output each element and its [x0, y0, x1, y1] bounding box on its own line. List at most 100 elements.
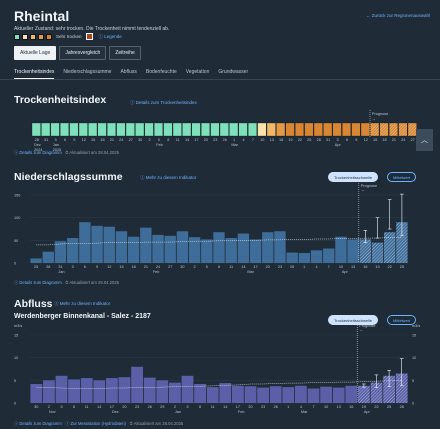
dryness-tick-label: 27	[129, 138, 133, 142]
tab-precipitation[interactable]: Niederschlagssumme	[63, 69, 112, 75]
x-tick-label: 14	[241, 265, 245, 269]
dryness-tick-label: 7	[252, 138, 254, 142]
dryness-info-link[interactable]: ⓘ Details zum Trockenheitsindex	[130, 100, 197, 105]
dryness-tick-label: 24	[119, 138, 123, 142]
dryness-month-label: Feb	[156, 143, 163, 147]
x-month-label: Apr	[364, 410, 371, 414]
dryness-tick-label: 19	[288, 138, 292, 142]
tab-discharge[interactable]: Abfluss	[120, 69, 137, 75]
dryness-cell	[69, 122, 79, 137]
dryness-cell	[248, 122, 257, 137]
tab-groundwater[interactable]: Grundwasser	[218, 69, 249, 75]
x-tick-label: 8	[73, 405, 75, 409]
dryness-cell	[257, 122, 267, 137]
x-tick-label: 17	[236, 405, 240, 409]
threshold-toggle[interactable]: Trockenheitsschwelle	[328, 315, 379, 325]
x-tick-label: 3	[72, 265, 74, 269]
dryness-tick-label: 4	[242, 138, 244, 142]
flow-details-link[interactable]: ⓘ Details zum Diagramm	[14, 421, 62, 426]
chart-bar	[118, 377, 131, 403]
chart-bar	[152, 234, 164, 263]
chart-bar	[213, 232, 225, 263]
y-tick-label-right: 15	[412, 334, 416, 338]
back-to-regions-link[interactable]: ← Zurück zur Regionenauswahl	[365, 13, 430, 18]
x-tick-label: 7	[328, 265, 330, 269]
tab-divider	[0, 79, 440, 80]
chart-bar	[358, 385, 370, 403]
x-tick-label: 19	[375, 265, 379, 269]
chart-bar	[384, 232, 396, 263]
chart-bar	[206, 387, 219, 403]
tab-vegetation[interactable]: Vegetation	[185, 69, 210, 75]
chart-bar	[131, 366, 143, 403]
precip-details-link[interactable]: ⓘ Details zum Diagramm	[14, 280, 62, 285]
station-link[interactable]: ⓘ Zur Messstation (Hydrodaten)	[65, 421, 126, 426]
current-status-swatch	[85, 33, 93, 40]
year-comparison-button[interactable]: Jahresvergleich	[59, 46, 107, 60]
chart-bar	[143, 377, 156, 403]
dryness-tick-label: 30	[138, 138, 142, 142]
x-tick-label: 23	[278, 265, 282, 269]
tab-dryness-index[interactable]: Trockenheitsindex	[14, 69, 55, 79]
y-tick-label: 100	[14, 216, 20, 220]
dryness-details-link[interactable]: ⓘ Details zum Diagramm	[14, 150, 62, 155]
dryness-month-label: Apr	[335, 143, 342, 147]
x-month-label: Jan	[175, 410, 181, 414]
x-tick-label: 14	[223, 405, 227, 409]
precip-title: Niederschlagssumme	[14, 171, 123, 183]
dryness-cell	[163, 122, 173, 137]
x-month-label: Jan	[58, 270, 64, 274]
x-tick-label: 28	[400, 405, 404, 409]
current-situation-button[interactable]: Aktuelle Lage	[14, 46, 57, 60]
chart-bar	[106, 378, 118, 403]
dryness-cell	[313, 122, 323, 137]
x-tick-label: 16	[363, 265, 367, 269]
x-tick-label: 25	[400, 265, 404, 269]
dryness-cell	[398, 122, 408, 137]
x-tick-label: 9	[96, 265, 98, 269]
dryness-cell	[172, 122, 182, 137]
dryness-cell	[379, 122, 389, 137]
mean-toggle[interactable]: Mittelwert	[387, 172, 417, 182]
dryness-cell	[116, 122, 126, 137]
chart-bar	[307, 388, 320, 403]
mean-toggle[interactable]: Mittelwert	[387, 315, 417, 325]
x-tick-label: 23	[135, 405, 139, 409]
x-tick-label: 25	[34, 265, 38, 269]
legend-swatch	[38, 33, 44, 40]
threshold-toggle[interactable]: Trockenheitsschwelle	[328, 172, 379, 182]
legend-link[interactable]: ⓘ Legende	[98, 33, 122, 39]
x-month-label: Feb	[238, 410, 245, 414]
chevron-up-icon[interactable]: ︿	[416, 129, 433, 151]
dryness-tick-label: 6	[64, 138, 66, 142]
x-tick-label: 12	[107, 265, 111, 269]
precip-footer: ⓘ Details zum Diagramm ⏱ Aktualisiert am…	[14, 280, 119, 285]
y-tick-label: 5	[14, 379, 16, 383]
chart-bar	[359, 239, 372, 263]
dryness-tick-label: 10	[260, 138, 264, 142]
x-tick-label: 26	[274, 405, 278, 409]
chart-bar	[232, 385, 244, 403]
dryness-section: Trockenheitsindex ⓘ Details zum Trockenh…	[0, 82, 440, 162]
dryness-cell	[229, 122, 239, 137]
dryness-cell	[182, 122, 192, 137]
page-title: Rheintal	[14, 8, 70, 24]
chart-bar	[80, 378, 93, 403]
x-tick-label: 5	[60, 405, 62, 409]
dryness-cell	[238, 122, 248, 137]
station-name: Werdenberger Binnenkanal - Salez - 2187	[14, 313, 151, 320]
dryness-cell	[78, 122, 88, 137]
y-tick-label: 10	[14, 356, 18, 360]
flow-info-link[interactable]: ⓘ Mehr zu diesem Indikator	[54, 301, 111, 306]
chart-bar	[176, 231, 189, 263]
tab-soil-moisture[interactable]: Bodenfeuchte	[145, 69, 177, 75]
chart-bar	[156, 380, 169, 403]
precip-info-link[interactable]: ⓘ Mehr zu diesem Indikator	[140, 175, 197, 180]
dryness-tick-label: 13	[270, 138, 274, 142]
mean-line	[36, 380, 402, 389]
dryness-tick-label: 9	[73, 138, 75, 142]
x-tick-label: 4	[315, 265, 317, 269]
chart-bar	[103, 226, 115, 263]
dryness-tick-label: 15	[91, 138, 95, 142]
time-series-button[interactable]: Zeitreihe	[109, 46, 141, 60]
